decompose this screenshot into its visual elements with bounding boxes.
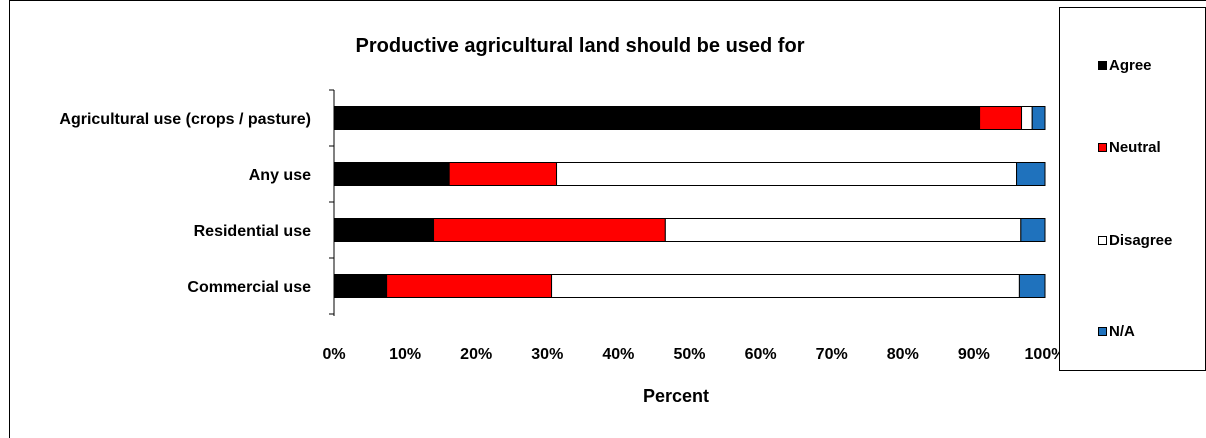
category-label-1: Any use [249,167,311,184]
category-label-0: Agricultural use (crops / pasture) [59,111,311,128]
x-tick-label-0: 0% [322,346,345,363]
legend-swatch [1098,327,1107,336]
x-tick-label-2: 20% [460,346,492,363]
x-tick-label-10: 100% [1025,346,1066,363]
legend-item-2: Disagree [1098,232,1172,249]
x-tick-label-1: 10% [389,346,421,363]
legend-swatch [1098,236,1107,245]
x-axis-label: Percent [643,386,709,406]
bar-segment-2-0 [333,218,435,242]
bar-segment-2-2 [664,218,1022,242]
legend-swatch [1098,143,1107,152]
legend-label: N/A [1109,323,1135,340]
legend-item-0: Agree [1098,57,1152,74]
bar-segment-0-0 [333,106,981,130]
chart-title: Productive agricultural land should be u… [356,35,805,57]
bar-segment-3-0 [333,274,388,298]
x-tick-label-3: 30% [531,346,563,363]
bar-segment-1-1 [448,162,558,186]
bar-segment-3-1 [386,274,553,298]
legend-label: Agree [1109,57,1152,74]
bar-segment-0-2 [1021,106,1033,130]
bar-segment-3-3 [1018,274,1046,298]
bar-segment-1-2 [556,162,1018,186]
x-tick-label-6: 60% [745,346,777,363]
bar-segment-1-3 [1016,162,1046,186]
x-tick-label-7: 70% [816,346,848,363]
chart-legend: Agree Neutral Disagree N/A [1059,7,1206,371]
legend-label: Neutral [1109,139,1161,156]
bar-segment-0-1 [979,106,1023,130]
legend-label: Disagree [1109,232,1173,249]
legend-item-1: Neutral [1098,139,1161,156]
bar-segment-1-0 [333,162,450,186]
x-tick-label-9: 90% [958,346,990,363]
x-tick-label-4: 40% [602,346,634,363]
bar-segment-0-3 [1031,106,1046,130]
x-tick-label-8: 80% [887,346,919,363]
legend-item-3: N/A [1098,323,1135,340]
x-tick-label-5: 50% [673,346,705,363]
legend-swatch [1098,61,1107,70]
bar-segment-2-3 [1020,218,1046,242]
bar-segment-3-2 [551,274,1020,298]
chart-frame [9,0,1206,438]
category-label-2: Residential use [194,223,311,240]
category-label-3: Commercial use [187,279,311,296]
bar-segment-2-1 [433,218,666,242]
